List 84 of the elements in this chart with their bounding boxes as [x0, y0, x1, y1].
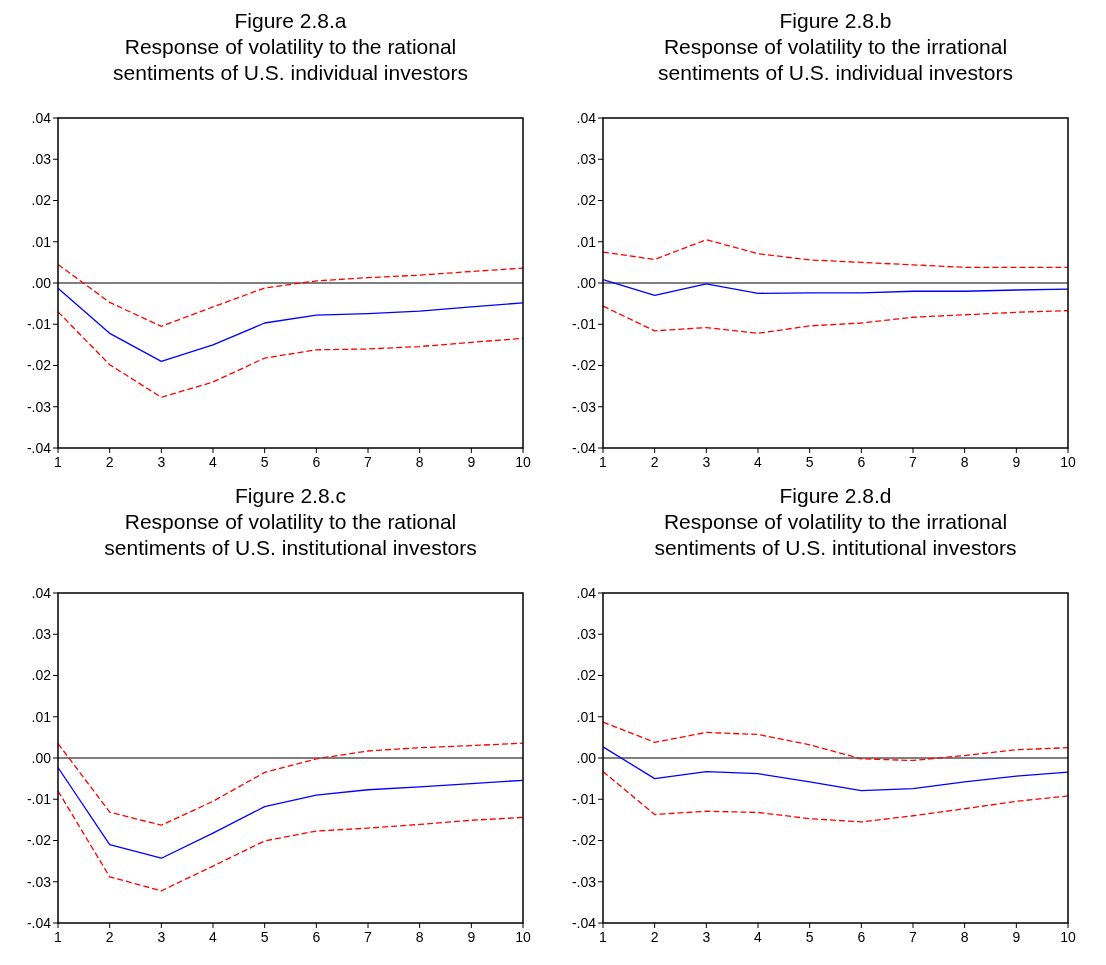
- y-tick-label: -.02: [26, 832, 52, 849]
- x-tick-label: 2: [105, 454, 114, 470]
- x-tick-label: 7: [364, 929, 373, 945]
- x-tick-label: 3: [157, 929, 166, 945]
- x-tick-label: 1: [54, 454, 63, 470]
- y-tick-label: .04: [576, 109, 597, 126]
- y-tick-label: .03: [31, 626, 52, 643]
- y-tick-label: .00: [576, 749, 597, 766]
- y-tick-label: -.03: [571, 398, 597, 415]
- x-tick-label: 1: [599, 929, 608, 945]
- y-tick-label: .01: [576, 233, 597, 250]
- y-tick-label: .02: [576, 667, 597, 684]
- y-tick-label: .00: [576, 274, 597, 291]
- x-tick-label: 1: [54, 929, 63, 945]
- y-tick-label: -.01: [26, 316, 52, 333]
- x-tick-label: 7: [909, 929, 918, 945]
- y-tick-label: .02: [576, 192, 597, 209]
- x-tick-label: 4: [754, 454, 763, 470]
- x-tick-label: 4: [209, 454, 218, 470]
- y-tick-label: .04: [31, 584, 52, 601]
- y-tick-label: .00: [31, 274, 52, 291]
- x-tick-label: 10: [515, 454, 531, 470]
- x-tick-label: 2: [105, 929, 114, 945]
- x-tick-label: 7: [364, 454, 373, 470]
- x-tick-label: 8: [960, 929, 969, 945]
- y-tick-label: -.01: [571, 791, 597, 808]
- chart-subtitle: Response of volatility to the irrational sentiments of U.S. intitutional investors: [654, 510, 1017, 559]
- x-tick-label: 2: [650, 454, 659, 470]
- x-tick-label: 5: [260, 929, 269, 945]
- x-tick-label: 3: [702, 454, 711, 470]
- chart-subtitle: Response of volatility to the irrational sentiments of U.S. individual investors: [658, 35, 1013, 84]
- y-tick-label: .01: [576, 708, 597, 725]
- y-tick-label: .02: [31, 667, 52, 684]
- x-tick-label: 10: [1060, 454, 1076, 470]
- x-tick-label: 2: [650, 929, 659, 945]
- x-tick-label: 8: [415, 454, 424, 470]
- x-tick-label: 10: [515, 929, 531, 945]
- chart-subtitle: Response of volatility to the rational sentiments of U.S. institutional investors: [104, 510, 477, 559]
- x-tick-label: 1: [599, 454, 608, 470]
- chart-title: Figure 2.8.a: [234, 9, 347, 32]
- y-tick-label: .01: [31, 708, 52, 725]
- x-tick-label: 4: [209, 929, 218, 945]
- y-tick-label: -.01: [571, 316, 597, 333]
- x-tick-label: 5: [260, 454, 269, 470]
- y-tick-label: -.02: [26, 357, 52, 374]
- y-tick-label: -.02: [571, 832, 597, 849]
- chart-subtitle: Response of volatility to the rational sentiments of U.S. individual investors: [113, 35, 468, 84]
- x-tick-label: 5: [805, 454, 814, 470]
- y-tick-label: .02: [31, 192, 52, 209]
- y-tick-label: .00: [31, 749, 52, 766]
- x-tick-label: 10: [1060, 929, 1076, 945]
- y-tick-label: .04: [31, 109, 52, 126]
- y-tick-label: -.03: [26, 873, 52, 890]
- y-tick-label: -.04: [26, 439, 52, 456]
- x-tick-label: 8: [960, 454, 969, 470]
- y-tick-label: .03: [576, 151, 597, 168]
- x-tick-label: 9: [1012, 929, 1021, 945]
- x-tick-label: 6: [857, 929, 866, 945]
- y-tick-label: .01: [31, 233, 52, 250]
- y-tick-label: .03: [576, 626, 597, 643]
- x-tick-label: 9: [467, 929, 476, 945]
- y-tick-label: -.01: [26, 791, 52, 808]
- x-tick-label: 9: [467, 454, 476, 470]
- y-tick-label: -.02: [571, 357, 597, 374]
- y-tick-label: -.04: [26, 914, 52, 931]
- y-tick-label: .04: [576, 584, 597, 601]
- x-tick-label: 3: [157, 454, 166, 470]
- x-tick-label: 6: [312, 929, 321, 945]
- chart-title: Figure 2.8.b: [779, 9, 892, 32]
- y-tick-label: -.03: [571, 873, 597, 890]
- chart-title: Figure 2.8.c: [235, 484, 346, 507]
- x-tick-label: 6: [312, 454, 321, 470]
- x-tick-label: 6: [857, 454, 866, 470]
- y-tick-label: .03: [31, 151, 52, 168]
- y-tick-label: -.04: [571, 439, 597, 456]
- x-tick-label: 9: [1012, 454, 1021, 470]
- chart-title: Figure 2.8.d: [779, 484, 892, 507]
- x-tick-label: 7: [909, 454, 918, 470]
- y-tick-label: -.03: [26, 398, 52, 415]
- y-tick-label: -.04: [571, 914, 597, 931]
- x-tick-label: 5: [805, 929, 814, 945]
- x-tick-label: 4: [754, 929, 763, 945]
- x-tick-label: 3: [702, 929, 711, 945]
- x-tick-label: 8: [415, 929, 424, 945]
